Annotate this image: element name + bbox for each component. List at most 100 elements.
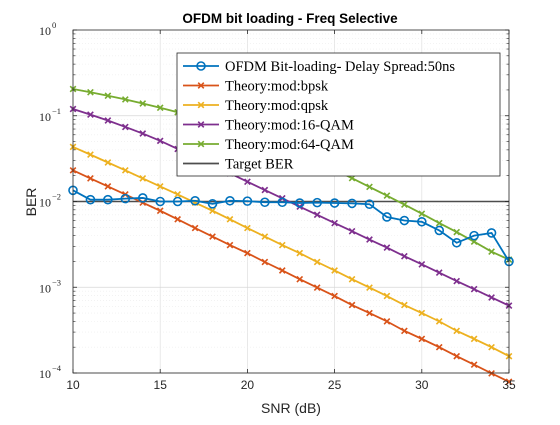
data-point-circle (347, 198, 357, 209)
data-point-x (244, 178, 251, 186)
data-point-x (348, 301, 356, 309)
data-point-x (313, 211, 321, 219)
data-point-circle (103, 194, 113, 205)
y-tick-label-exponent: −3 (52, 277, 61, 287)
data-point-circle (382, 212, 392, 222)
data-point-circle (242, 196, 253, 206)
data-point-x (313, 258, 321, 266)
legend-label: OFDM Bit-loading- Delay Spread:50ns (225, 59, 455, 75)
data-point-x (348, 227, 356, 235)
data-point-x (87, 111, 94, 119)
data-point-x (278, 241, 286, 249)
data-point-x (400, 327, 408, 335)
data-point-x (174, 215, 182, 223)
legend-entry: Theory:mod:bpsk (183, 79, 329, 95)
data-point-circle (260, 197, 270, 208)
data-point-x (278, 267, 286, 274)
data-point-x (156, 104, 164, 112)
data-point-x (87, 175, 94, 182)
series-line (72, 146, 510, 357)
data-point-circle (294, 198, 305, 208)
data-point-x (453, 277, 461, 285)
y-tick-label-exponent: −4 (52, 363, 62, 373)
x-tick-label: 25 (328, 378, 342, 392)
x-tick-label: 10 (66, 378, 80, 392)
data-point-x (261, 258, 269, 266)
data-point-x (226, 241, 234, 249)
y-tick-label-exponent: −1 (52, 106, 61, 116)
data-point-x (104, 117, 112, 124)
data-point-x (488, 294, 495, 301)
y-tick-label-base: 10 (39, 110, 51, 124)
data-point-x (296, 275, 304, 283)
data-point-x (453, 327, 461, 335)
data-point-x (209, 233, 216, 240)
data-point-x (418, 260, 426, 268)
y-tick-label: 10 −2 (39, 192, 61, 210)
data-point-x (121, 96, 129, 103)
data-point-x (156, 183, 164, 190)
data-point-x (366, 309, 373, 317)
data-point-x (505, 378, 513, 386)
data-point-circle (312, 197, 322, 208)
data-point-x (104, 159, 112, 166)
series-layer (68, 85, 514, 386)
data-point-x (191, 224, 199, 232)
data-point-x (331, 267, 338, 274)
data-point-x (261, 233, 269, 240)
data-point-x (453, 228, 461, 236)
data-point-x (87, 88, 94, 96)
legend-label: Theory:mod:64-QAM (225, 137, 354, 153)
data-point-x (331, 292, 338, 300)
data-point-x (418, 210, 426, 218)
data-point-x (488, 248, 495, 256)
data-point-x (435, 343, 443, 351)
data-point-circle (172, 196, 183, 207)
data-point-x (197, 82, 205, 89)
data-point-x (104, 183, 112, 190)
data-point-x (383, 244, 391, 251)
data-point-x (453, 352, 461, 360)
legend-entry: Theory:mod:16-QAM (183, 118, 354, 134)
data-point-x (197, 140, 205, 148)
legend-label: Theory:mod:qpsk (225, 98, 329, 114)
legend: OFDM Bit-loading- Delay Spread:50ns Theor… (176, 52, 501, 177)
data-point-x (104, 92, 112, 100)
x-tick-label: 20 (241, 378, 255, 392)
data-point-x (470, 285, 478, 293)
data-point-x (488, 343, 495, 351)
data-point-circle (190, 195, 200, 206)
legend-label: Theory:mod:bpsk (225, 79, 329, 95)
y-tick-label-exponent: −2 (52, 192, 61, 202)
data-point-x (366, 183, 373, 191)
data-point-x (400, 201, 408, 208)
x-axis-label: SNR (dB) (261, 400, 321, 416)
y-tick-label-base: 10 (39, 281, 51, 295)
data-point-x (383, 192, 391, 200)
data-point-circle (451, 237, 462, 248)
data-point-x (226, 215, 234, 223)
y-tick-label-base: 10 (39, 24, 51, 38)
chart-title: OFDM bit loading - Freq Selective (182, 11, 398, 26)
data-point-x (383, 318, 391, 325)
data-point-x (348, 275, 356, 283)
y-tick-label-base: 10 (39, 196, 51, 210)
data-point-x (139, 175, 147, 182)
data-point-x (435, 269, 443, 277)
legend-entry: OFDM Bit-loading- Delay Spread:50ns (183, 59, 455, 75)
data-point-x (197, 121, 205, 128)
data-point-x (313, 284, 321, 291)
data-point-x (383, 292, 391, 300)
data-point-x (139, 100, 147, 107)
data-point-circle (399, 215, 410, 226)
data-point-circle (207, 199, 218, 209)
data-point-x (244, 224, 251, 232)
x-tick-label: 15 (154, 378, 168, 392)
y-tick-label-base: 10 (39, 367, 51, 381)
data-point-x (366, 236, 373, 243)
data-point-x (435, 318, 443, 325)
x-tick-label: 35 (502, 378, 516, 392)
data-point-x (400, 301, 408, 309)
